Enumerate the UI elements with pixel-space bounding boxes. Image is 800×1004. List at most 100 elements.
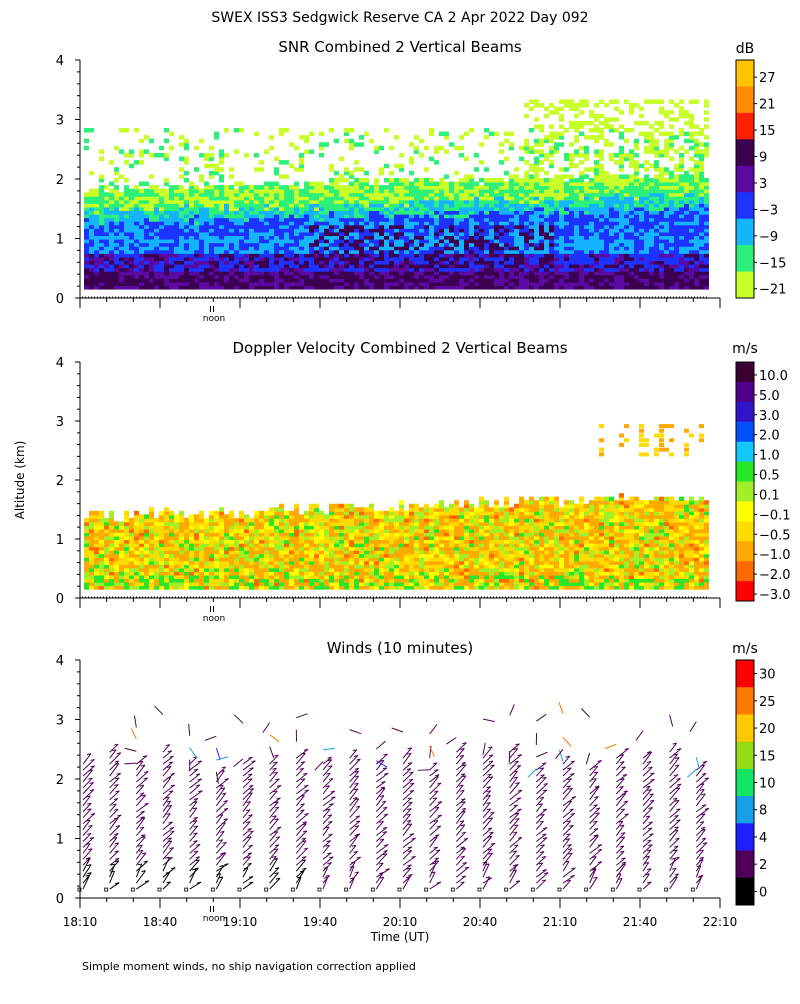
- snr-cell: [574, 164, 579, 169]
- snr-cell: [704, 124, 709, 129]
- snr-cell: [634, 139, 639, 144]
- snr-cell: [534, 157, 539, 162]
- snr-cell: [184, 139, 189, 144]
- snr-cell: [684, 121, 689, 126]
- snr-cell: [374, 178, 379, 183]
- snr-cell: [414, 178, 419, 183]
- snr-cell: [154, 185, 159, 190]
- snr-cell: [554, 142, 559, 147]
- snr-cell: [509, 142, 514, 147]
- colorbar-label: −0.5: [759, 528, 791, 543]
- snr-cell: [689, 167, 694, 172]
- snr-cell: [559, 174, 564, 179]
- y-tick-label: 2: [56, 173, 64, 188]
- snr-cell: [384, 185, 389, 190]
- snr-cell: [589, 121, 594, 126]
- winds-panel-title: Winds (10 minutes): [327, 639, 474, 657]
- snr-cell: [419, 139, 424, 144]
- snr-cell: [594, 124, 599, 129]
- snr-cell: [334, 171, 339, 176]
- snr-cell: [599, 164, 604, 169]
- snr-cell: [534, 99, 539, 104]
- snr-cell: [224, 185, 229, 190]
- snr-cell: [184, 157, 189, 162]
- snr-cell: [539, 149, 544, 154]
- snr-cell: [394, 164, 399, 169]
- snr-cell: [479, 160, 484, 165]
- colorbar-label: 30: [759, 668, 776, 683]
- snr-cell: [159, 153, 164, 158]
- snr-cell: [449, 142, 454, 147]
- y-tick-label: 1: [56, 233, 64, 248]
- colorbar-swatch: [736, 742, 754, 770]
- snr-colorbar-unit: dB: [736, 41, 755, 57]
- snr-cell: [119, 192, 124, 197]
- snr-cell: [429, 178, 434, 183]
- snr-cell: [434, 182, 439, 187]
- snr-cell: [479, 178, 484, 183]
- snr-cell: [584, 121, 589, 126]
- snr-cell: [239, 128, 244, 132]
- colorbar-label: −9: [759, 230, 778, 245]
- snr-cell: [359, 167, 364, 172]
- snr-cell: [614, 160, 619, 165]
- snr-cell: [704, 178, 709, 183]
- snr-cell: [579, 153, 584, 158]
- snr-cell: [554, 174, 559, 179]
- snr-cell: [659, 167, 664, 172]
- snr-cell: [644, 146, 649, 151]
- snr-cell: [384, 178, 389, 183]
- snr-cell: [164, 139, 169, 144]
- snr-cell: [499, 160, 504, 165]
- snr-cell: [629, 128, 634, 132]
- snr-cell: [154, 153, 159, 158]
- snr-cell: [599, 99, 604, 104]
- snr-cell: [219, 167, 224, 172]
- snr-cell: [664, 167, 669, 172]
- doppler-colorbar-unit: m/s: [732, 341, 758, 357]
- snr-cell: [454, 146, 459, 151]
- y-tick-label: 4: [56, 356, 64, 371]
- snr-cell: [124, 153, 129, 158]
- colorbar-label: −0.1: [759, 508, 791, 523]
- snr-cell: [534, 139, 539, 144]
- snr-cell: [584, 182, 589, 187]
- snr-cell: [699, 149, 704, 154]
- snr-cell: [384, 128, 389, 132]
- snr-cell: [579, 121, 584, 126]
- snr-cell: [89, 128, 94, 132]
- snr-cell: [229, 185, 234, 190]
- snr-cell: [594, 114, 599, 119]
- snr-cell: [114, 185, 119, 190]
- snr-cell: [689, 132, 694, 137]
- snr-cell: [684, 139, 689, 144]
- snr-cell: [319, 132, 324, 137]
- snr-cell: [594, 135, 599, 140]
- snr-cell: [254, 167, 259, 172]
- snr-cell: [294, 146, 299, 151]
- snr-cell: [664, 178, 669, 183]
- snr-cell: [324, 185, 329, 190]
- snr-cell: [444, 149, 449, 154]
- snr-cell: [589, 128, 594, 132]
- snr-cell: [169, 146, 174, 151]
- snr-cell: [279, 174, 284, 179]
- snr-cell: [644, 174, 649, 179]
- snr-cell: [314, 182, 319, 187]
- colorbar-swatch: [736, 878, 754, 906]
- snr-cell: [409, 182, 414, 187]
- snr-cell: [414, 146, 419, 151]
- snr-cell: [379, 146, 384, 151]
- snr-cell: [494, 132, 499, 137]
- snr-cell: [634, 160, 639, 165]
- snr-cell: [204, 182, 209, 187]
- snr-cell: [384, 164, 389, 169]
- snr-cell: [569, 174, 574, 179]
- snr-cell: [439, 146, 444, 151]
- snr-cell: [584, 146, 589, 151]
- colorbar-swatch: [736, 660, 754, 688]
- colorbar-swatch: [736, 501, 754, 521]
- snr-cell: [349, 128, 354, 132]
- snr-cell: [194, 185, 199, 190]
- snr-cell: [669, 157, 674, 162]
